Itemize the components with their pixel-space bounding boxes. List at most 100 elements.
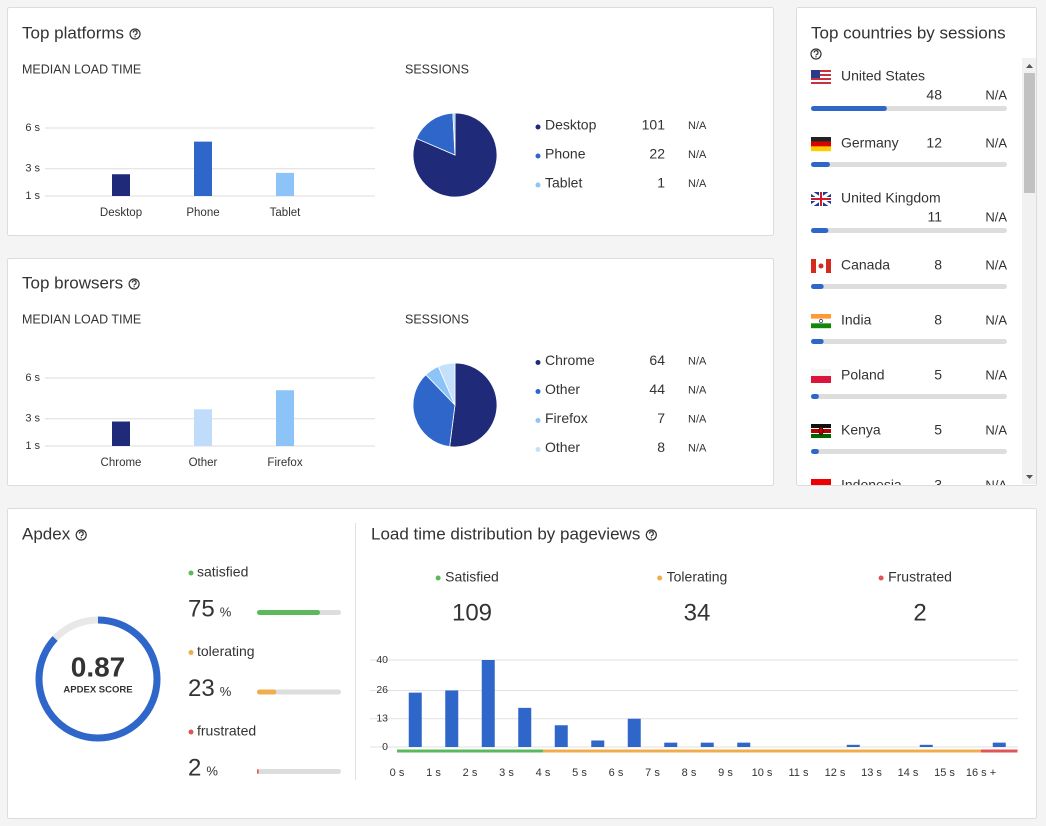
legend-dot (878, 575, 884, 581)
legend-label: Firefox (545, 410, 588, 426)
y-tick-label: 6 s (25, 122, 40, 134)
panel-title: Apdex (22, 524, 71, 543)
progress-track (811, 284, 1007, 289)
flag-part (826, 259, 831, 273)
flag (811, 369, 831, 383)
progress-bar (257, 610, 320, 615)
bar (919, 744, 933, 747)
help-dot (815, 56, 817, 58)
summary-value: 34 (684, 599, 711, 626)
help-icon[interactable] (75, 529, 87, 541)
flag-part (811, 259, 816, 273)
help-dot (650, 537, 653, 539)
country-item: Poland 5 N/A (811, 367, 1007, 399)
x-tick-label: Desktop (100, 207, 142, 219)
progress-bar (257, 769, 259, 774)
bar (518, 707, 532, 747)
apdex-panel (7, 508, 1037, 819)
y-tick-label: 26 (376, 684, 388, 696)
help-icon[interactable] (129, 28, 141, 40)
help-glyph (813, 50, 819, 56)
legend-change: N/A (688, 413, 707, 425)
bar (276, 390, 294, 446)
help-circle (810, 48, 822, 60)
bar (627, 718, 641, 747)
country-change: N/A (985, 312, 1007, 327)
flag-part (811, 192, 831, 206)
apdex-score: 0.87 (71, 651, 126, 682)
legend-dot (188, 570, 194, 576)
flag-part (811, 74, 831, 76)
apdex-group-value: 75 (188, 595, 215, 622)
legend-label: Chrome (545, 352, 595, 368)
country-change: N/A (985, 135, 1007, 150)
bar (445, 690, 459, 747)
legend-label: Phone (545, 146, 586, 162)
pie-slice (437, 362, 456, 406)
section-label: MEDIAN LOAD TIME (22, 62, 141, 76)
legend-dot (657, 575, 663, 581)
legend-value: 44 (649, 381, 665, 397)
section-label: SESSIONS (405, 312, 469, 326)
progress-track (257, 769, 341, 774)
country-name: Indonesia (841, 477, 902, 493)
x-tick-label: 14 s (898, 767, 919, 779)
flag-part (811, 369, 831, 376)
country-name: Germany (841, 135, 899, 151)
y-tick-label: 13 (376, 713, 388, 725)
legend-dot (535, 447, 541, 452)
legend-label: Desktop (545, 117, 597, 133)
apdex-unit: % (206, 763, 218, 778)
legend-label: Other (545, 381, 580, 397)
country-sessions: 8 (934, 257, 942, 273)
y-tick-label: 3 s (25, 413, 40, 425)
bar (408, 692, 422, 747)
legend-change: N/A (688, 384, 707, 396)
help-icon[interactable] (645, 529, 657, 541)
legend-dot (435, 575, 441, 581)
flag-part (811, 137, 831, 142)
progress-track (811, 339, 1007, 344)
country-item: India 8 N/A (811, 312, 1007, 344)
x-tick-label: 3 s (499, 767, 514, 779)
flag-part (819, 319, 823, 323)
x-tick-label: Firefox (267, 457, 302, 469)
bar (846, 744, 860, 747)
apdex-group-name: tolerating (197, 643, 255, 659)
country-sessions: 12 (926, 135, 942, 151)
legend-value: 7 (657, 410, 665, 426)
countries-panel (796, 7, 1037, 486)
pie-slice (449, 362, 498, 448)
scroll-down[interactable] (1026, 475, 1033, 479)
country-change: N/A (985, 367, 1007, 382)
legend-dot (535, 124, 541, 130)
flag (811, 424, 831, 438)
apdex-group-name: satisfied (197, 564, 248, 580)
help-circle (75, 529, 87, 541)
panel-title: Top platforms (22, 23, 124, 42)
progress-bar (811, 162, 830, 167)
help-icon[interactable] (128, 278, 140, 290)
pie-slice (412, 112, 498, 198)
country-name: Canada (841, 257, 890, 273)
help-icon[interactable] (810, 48, 822, 60)
x-tick-label: 1 s (426, 767, 441, 779)
bar (700, 742, 714, 747)
scroll-thumb[interactable] (1024, 73, 1035, 193)
progress-bar (811, 228, 829, 233)
legend-label: Other (545, 439, 580, 455)
y-tick-label: 0 (382, 741, 388, 753)
legend-change: N/A (688, 178, 707, 190)
panel-title: Load time distribution by pageviews (371, 524, 640, 543)
flag-part (811, 318, 831, 324)
flag-part (811, 323, 831, 329)
scroll-up[interactable] (1026, 64, 1033, 68)
scrollbar[interactable] (1022, 58, 1036, 484)
apdex-unit: % (220, 604, 232, 619)
country-change: N/A (985, 209, 1007, 224)
country-name: Kenya (841, 422, 881, 438)
bar (276, 172, 294, 196)
country-sessions: 5 (934, 422, 942, 438)
